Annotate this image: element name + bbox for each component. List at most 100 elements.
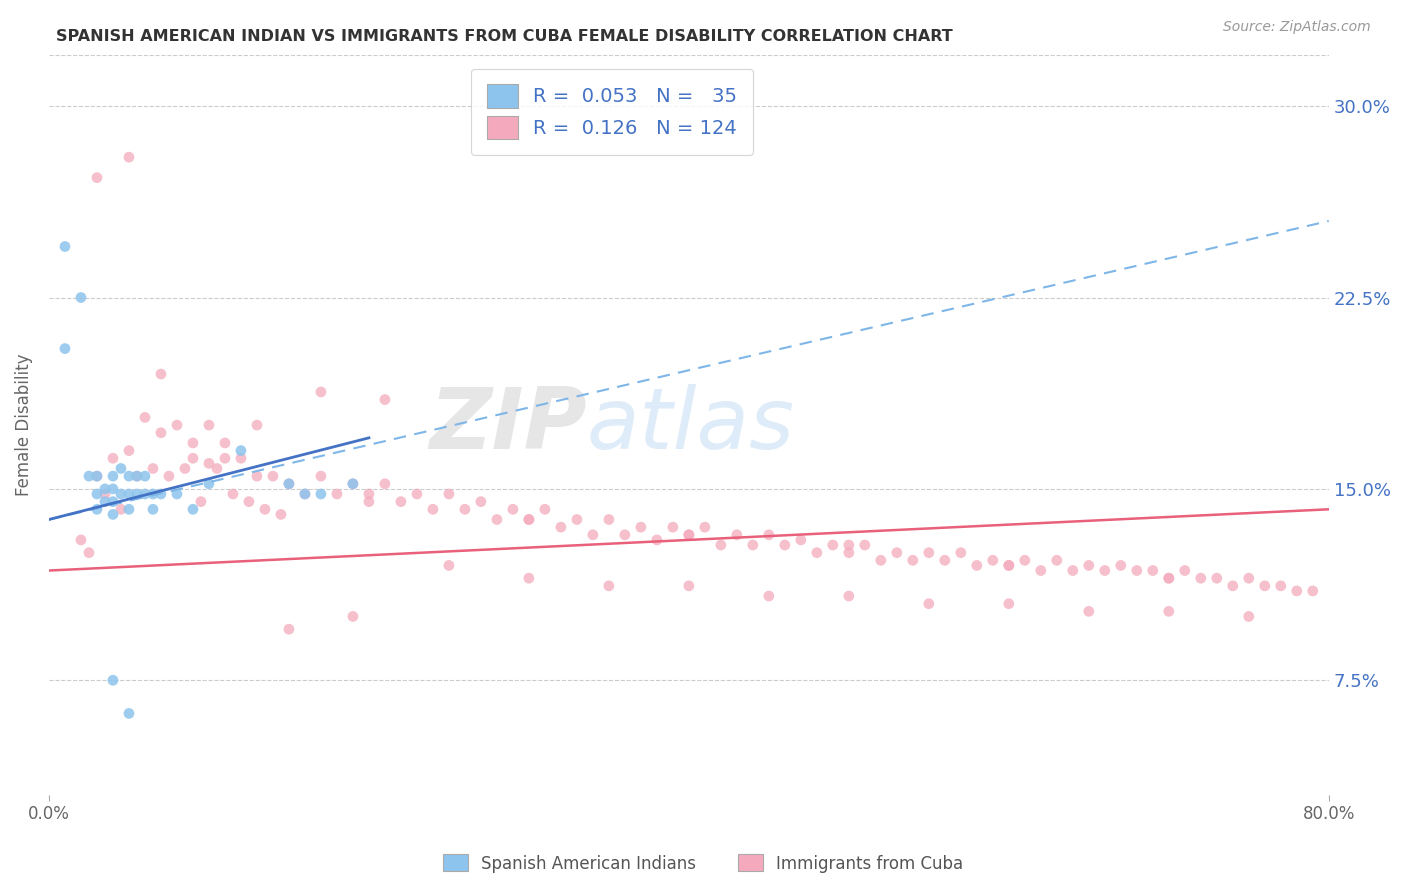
Point [134, 487, 156, 501]
Point [205, 461, 228, 475]
Point [229, 451, 252, 466]
Point [678, 528, 700, 542]
Point [998, 597, 1021, 611]
Point [1126, 564, 1149, 578]
Point [278, 622, 301, 636]
Point [550, 520, 572, 534]
Point [357, 487, 380, 501]
Point [613, 528, 636, 542]
Point [294, 487, 316, 501]
Point [741, 538, 763, 552]
Point [86, 487, 108, 501]
Point [437, 487, 460, 501]
Point [118, 150, 141, 164]
Point [125, 487, 148, 501]
Point [485, 512, 508, 526]
Point [149, 487, 172, 501]
Point [253, 502, 276, 516]
Point [1254, 579, 1277, 593]
Point [998, 558, 1021, 573]
Point [645, 533, 668, 547]
Point [181, 451, 204, 466]
Point [534, 502, 557, 516]
Point [198, 418, 221, 433]
Point [1237, 571, 1260, 585]
Point [470, 494, 492, 508]
Point [1062, 564, 1084, 578]
Text: Source: ZipAtlas.com: Source: ZipAtlas.com [1223, 20, 1371, 34]
Point [966, 558, 988, 573]
Point [790, 533, 813, 547]
Point [118, 469, 141, 483]
Point [869, 553, 891, 567]
Point [710, 538, 733, 552]
Point [1237, 609, 1260, 624]
Point [374, 476, 396, 491]
Point [1157, 571, 1180, 585]
Point [86, 469, 108, 483]
Text: SPANISH AMERICAN INDIAN VS IMMIGRANTS FROM CUBA FEMALE DISABILITY CORRELATION CH: SPANISH AMERICAN INDIAN VS IMMIGRANTS FR… [56, 29, 953, 44]
Text: ZIP: ZIP [429, 384, 586, 467]
Point [437, 558, 460, 573]
Point [1029, 564, 1052, 578]
Point [229, 443, 252, 458]
Point [166, 487, 188, 501]
Point [806, 546, 828, 560]
Point [918, 546, 941, 560]
Point [678, 528, 700, 542]
Point [278, 476, 301, 491]
Point [454, 502, 477, 516]
Point [101, 469, 124, 483]
Point [118, 487, 141, 501]
Point [1142, 564, 1164, 578]
Point [142, 487, 165, 501]
Point [77, 469, 100, 483]
Point [246, 418, 269, 433]
Text: atlas: atlas [586, 384, 794, 467]
Point [901, 553, 924, 567]
Point [270, 508, 292, 522]
Point [101, 451, 124, 466]
Point [214, 436, 236, 450]
Point [142, 461, 165, 475]
Point [142, 502, 165, 516]
Point [389, 494, 412, 508]
Point [309, 487, 332, 501]
Point [662, 520, 685, 534]
Point [582, 528, 605, 542]
Point [342, 476, 364, 491]
Point [309, 469, 332, 483]
Point [934, 553, 956, 567]
Point [758, 589, 780, 603]
Point [517, 571, 540, 585]
Point [1077, 558, 1099, 573]
Point [598, 579, 620, 593]
Point [693, 520, 716, 534]
Point [918, 597, 941, 611]
Point [406, 487, 429, 501]
Point [1302, 583, 1324, 598]
Point [1189, 571, 1212, 585]
Point [70, 533, 93, 547]
Point [294, 487, 316, 501]
Point [1222, 579, 1244, 593]
Point [94, 487, 117, 501]
Point [998, 558, 1021, 573]
Point [838, 546, 860, 560]
Point [678, 579, 700, 593]
Point [773, 538, 796, 552]
Point [101, 494, 124, 508]
Point [134, 410, 156, 425]
Point [598, 512, 620, 526]
Point [1285, 583, 1308, 598]
Point [517, 512, 540, 526]
Point [174, 461, 197, 475]
Point [262, 469, 284, 483]
Point [101, 508, 124, 522]
Point [125, 469, 148, 483]
Point [838, 589, 860, 603]
Point [110, 502, 132, 516]
Point [342, 476, 364, 491]
Point [422, 502, 444, 516]
Point [326, 487, 349, 501]
